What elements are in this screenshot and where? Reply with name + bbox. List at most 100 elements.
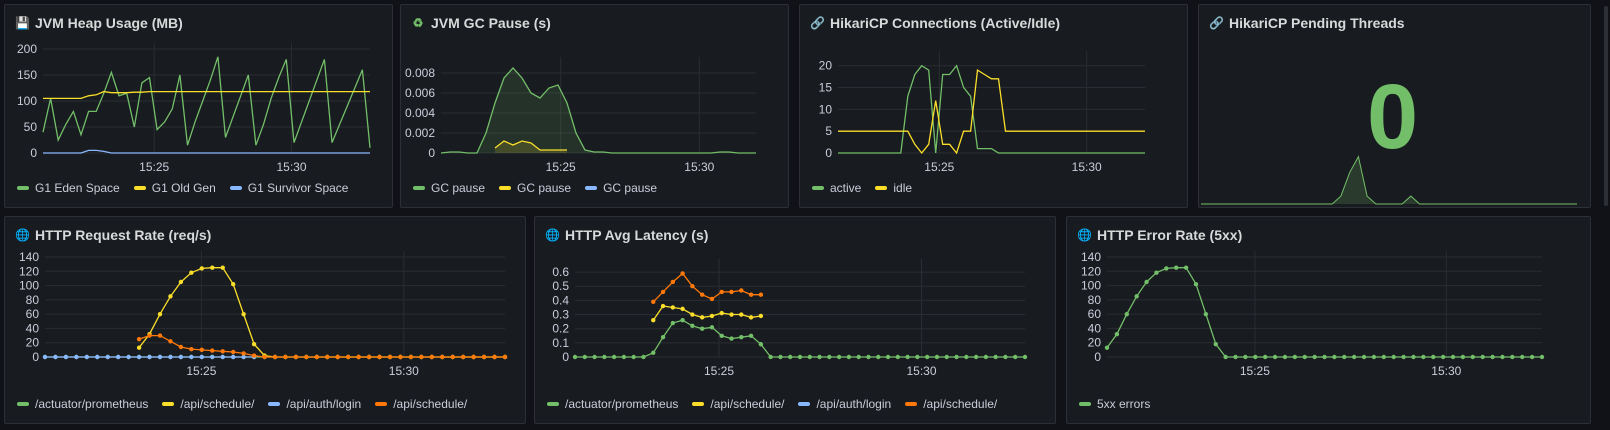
data-point[interactable] (758, 342, 764, 347)
data-point[interactable] (440, 354, 445, 360)
panel-http-error-rate[interactable]: 🌐 HTTP Error Rate (5xx) 140 120 100 80 60 40 20… (1066, 216, 1591, 424)
data-point[interactable] (450, 354, 455, 360)
legend-item[interactable]: /actuator/prometheus (547, 397, 678, 411)
data-point[interactable] (797, 354, 803, 360)
heap-chart[interactable]: 200 150 100 50 0 15:25 15:30 (5, 5, 394, 209)
data-point[interactable] (157, 354, 163, 360)
data-point[interactable] (1213, 341, 1218, 347)
data-point[interactable] (670, 279, 676, 285)
data-point[interactable] (1450, 354, 1456, 360)
data-point[interactable] (1292, 354, 1298, 360)
data-point[interactable] (1203, 311, 1209, 317)
data-point[interactable] (1351, 354, 1357, 360)
series-line[interactable] (494, 140, 567, 151)
data-point[interactable] (1411, 354, 1416, 360)
data-point[interactable] (220, 354, 225, 360)
data-point[interactable] (220, 265, 225, 270)
data-point[interactable] (690, 323, 695, 329)
data-point[interactable] (827, 354, 832, 360)
data-point[interactable] (199, 266, 205, 271)
data-point[interactable] (1154, 270, 1159, 275)
data-point[interactable] (95, 354, 100, 360)
data-point[interactable] (262, 354, 267, 360)
data-point[interactable] (934, 354, 940, 360)
data-point[interactable] (846, 354, 852, 360)
data-point[interactable] (758, 313, 764, 319)
data-point[interactable] (408, 354, 414, 360)
panel-title[interactable]: 🔗 HikariCP Pending Threads (1209, 15, 1405, 31)
data-point[interactable] (788, 354, 793, 360)
data-point[interactable] (1183, 265, 1189, 270)
series-line[interactable] (1106, 267, 1542, 358)
data-point[interactable] (1401, 354, 1406, 360)
data-point[interactable] (1440, 354, 1446, 360)
legend-item[interactable]: G1 Old Gen (133, 181, 216, 195)
data-point[interactable] (168, 294, 173, 299)
legend-item[interactable]: idle (875, 181, 912, 195)
data-point[interactable] (699, 326, 705, 331)
data-point[interactable] (1114, 331, 1120, 337)
data-point[interactable] (680, 306, 685, 312)
data-point[interactable] (1253, 354, 1258, 360)
data-point[interactable] (230, 281, 236, 287)
data-point[interactable] (115, 354, 121, 360)
data-point[interactable] (74, 354, 79, 360)
data-point[interactable] (690, 284, 695, 289)
legend-item[interactable]: /api/schedule/ (375, 397, 467, 411)
data-point[interactable] (719, 310, 724, 316)
data-point[interactable] (709, 325, 715, 330)
data-point[interactable] (1262, 354, 1268, 360)
data-point[interactable] (915, 354, 920, 360)
panel-title[interactable]: ♻ JVM GC Pause (s) (411, 15, 551, 31)
data-point[interactable] (314, 354, 320, 360)
data-point[interactable] (1529, 354, 1535, 360)
data-point[interactable] (1282, 354, 1288, 360)
series-line[interactable] (42, 56, 371, 148)
data-point[interactable] (748, 333, 754, 338)
data-point[interactable] (492, 354, 497, 360)
data-point[interactable] (1421, 354, 1426, 360)
data-point[interactable] (1233, 354, 1238, 360)
data-point[interactable] (241, 354, 246, 360)
data-point[interactable] (905, 354, 910, 360)
legend-item[interactable]: /api/auth/login (268, 397, 361, 411)
data-point[interactable] (230, 354, 236, 360)
data-point[interactable] (572, 354, 578, 360)
data-point[interactable] (856, 354, 861, 360)
data-point[interactable] (293, 354, 299, 360)
data-point[interactable] (1480, 354, 1485, 360)
data-point[interactable] (1134, 294, 1139, 299)
data-point[interactable] (230, 349, 236, 355)
data-point[interactable] (729, 336, 734, 341)
data-point[interactable] (621, 354, 627, 360)
latency-chart[interactable]: 0.60.50.40.30.20.10 15:25 15:30 (535, 217, 1057, 425)
data-point[interactable] (157, 333, 163, 338)
data-point[interactable] (680, 271, 685, 276)
data-point[interactable] (42, 354, 48, 360)
data-point[interactable] (251, 341, 257, 347)
data-point[interactable] (481, 354, 487, 360)
series-line[interactable] (652, 305, 761, 321)
data-point[interactable] (241, 351, 246, 356)
data-point[interactable] (1193, 281, 1199, 287)
data-point[interactable] (345, 354, 351, 360)
scrollbar[interactable] (1604, 6, 1608, 206)
data-point[interactable] (1470, 354, 1475, 360)
data-point[interactable] (189, 354, 194, 360)
panel-gc-pause[interactable]: ♻ JVM GC Pause (s) 0.008 0.006 0.004 0.002 0 1… (400, 4, 789, 208)
gc-pause-chart[interactable]: 0.008 0.006 0.004 0.002 0 15:25 15:30 (401, 5, 790, 209)
data-point[interactable] (690, 312, 695, 317)
series-line[interactable] (652, 272, 761, 303)
series-line[interactable] (575, 319, 1025, 358)
data-point[interactable] (651, 318, 656, 323)
data-point[interactable] (817, 354, 822, 360)
data-point[interactable] (964, 354, 969, 360)
data-point[interactable] (398, 354, 403, 360)
data-point[interactable] (1104, 345, 1110, 350)
data-point[interactable] (199, 347, 205, 353)
data-point[interactable] (168, 354, 173, 360)
data-point[interactable] (147, 354, 152, 360)
data-point[interactable] (502, 354, 508, 360)
